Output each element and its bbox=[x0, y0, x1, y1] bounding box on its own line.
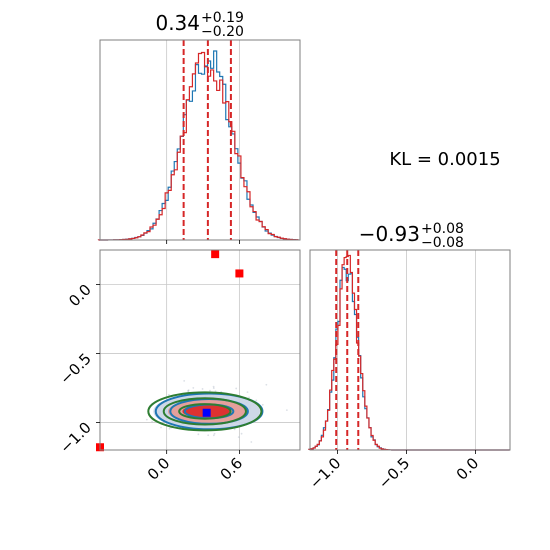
hist2-xtick-label: −1.0 bbox=[306, 454, 344, 492]
joint-sample-point bbox=[265, 383, 268, 386]
hist1-title-value: 0.34 bbox=[155, 11, 200, 35]
joint-sample-point bbox=[151, 420, 153, 423]
joint-truth-marker bbox=[202, 408, 211, 417]
hist1-title-plus: +0.19 bbox=[201, 10, 244, 26]
hist2-hist-b bbox=[308, 254, 510, 451]
joint-panel: 0.0 0.6 0.0 −0.5 −1.0 bbox=[56, 249, 301, 484]
joint-frame bbox=[99, 249, 301, 451]
kl-annotation: KL = 0.0015 bbox=[389, 149, 500, 170]
joint-sample-point bbox=[212, 434, 215, 437]
joint-sample-point bbox=[160, 426, 162, 429]
hist1-hist-a bbox=[97, 50, 299, 241]
joint-ytick-label: 0.0 bbox=[65, 281, 95, 311]
joint-sample-point bbox=[168, 427, 171, 430]
joint-sample-point bbox=[237, 436, 240, 439]
joint-sample-point bbox=[192, 387, 195, 389]
joint-sample-point bbox=[250, 441, 253, 443]
joint-outlier-marker bbox=[235, 269, 244, 278]
joint-ytick-label: −1.0 bbox=[56, 419, 94, 457]
joint-contour-b bbox=[147, 391, 263, 432]
joint-sample-point bbox=[235, 387, 238, 390]
joint-sample-point bbox=[187, 389, 190, 392]
hist1-hist-b bbox=[97, 51, 299, 241]
joint-sample-point bbox=[248, 396, 250, 399]
hist1-title-minus: −0.20 bbox=[201, 24, 244, 40]
joint-sample-point bbox=[261, 403, 264, 406]
joint-xtick-label: 0.0 bbox=[144, 454, 174, 484]
joint-sample-point bbox=[167, 393, 170, 396]
joint-sample-point bbox=[187, 389, 190, 392]
hist2-hist-a bbox=[308, 266, 510, 451]
hist2-title-plus: +0.08 bbox=[421, 221, 464, 237]
joint-xtick-label: 0.6 bbox=[217, 454, 247, 484]
hist2-frame bbox=[309, 249, 511, 451]
joint-sample-point bbox=[233, 428, 236, 431]
joint-sample-point bbox=[255, 399, 258, 402]
joint-sample-point bbox=[285, 409, 288, 412]
joint-ytick-label: −0.5 bbox=[56, 350, 94, 388]
joint-sample-point bbox=[240, 432, 243, 435]
joint-sample-point bbox=[212, 385, 215, 388]
joint-sample-point bbox=[212, 387, 215, 389]
joint-sample-point bbox=[187, 390, 190, 393]
hist2-title-minus: −0.08 bbox=[421, 235, 464, 251]
joint-contour-a bbox=[154, 392, 264, 431]
joint-contour-b bbox=[162, 397, 247, 426]
hist1-frame bbox=[99, 39, 301, 241]
joint-sample-point bbox=[246, 391, 249, 394]
joint-sample-point bbox=[183, 379, 186, 382]
joint-sample-point bbox=[207, 434, 210, 437]
joint-sample-point bbox=[145, 418, 148, 421]
joint-sample-point bbox=[197, 433, 200, 436]
joint-sample-point bbox=[213, 432, 216, 435]
joint-outlier-marker bbox=[211, 250, 220, 259]
hist2-panel: −1.0 −0.5 0.0 −0.93 +0.08 −0.08 bbox=[306, 221, 511, 493]
hist2-xtick-label: −0.5 bbox=[375, 454, 413, 492]
joint-sample-point bbox=[209, 389, 211, 392]
joint-sample-point bbox=[201, 388, 204, 390]
hist1-panel: 0.34 +0.19 −0.20 bbox=[97, 10, 301, 244]
joint-contour-b bbox=[178, 403, 232, 420]
hist2-title-value: −0.93 bbox=[359, 222, 420, 246]
hist2-xtick-label: 0.0 bbox=[453, 454, 483, 484]
